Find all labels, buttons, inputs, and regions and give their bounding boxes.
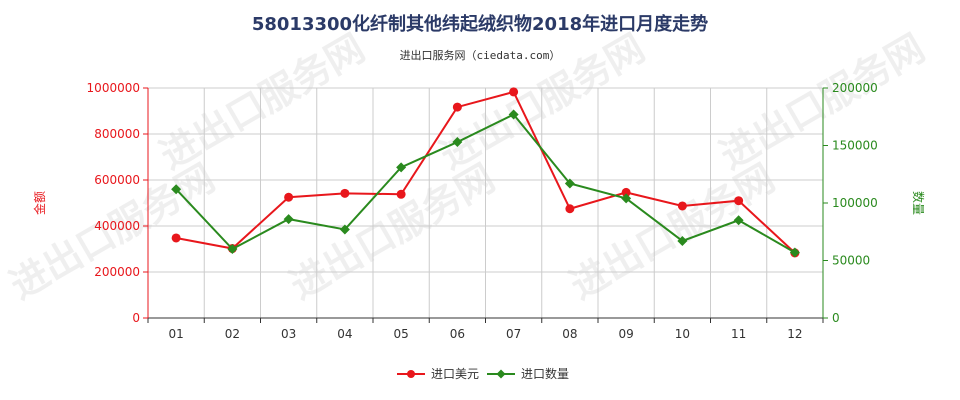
series-line-1 bbox=[175, 90, 796, 254]
legend-label-2: 进口数量 bbox=[521, 366, 569, 381]
x-tick-label: 08 bbox=[562, 327, 577, 341]
series-2-point bbox=[283, 214, 294, 225]
series-1-point bbox=[452, 102, 462, 112]
legend-marker-2 bbox=[496, 369, 506, 379]
series-2-point bbox=[508, 109, 519, 120]
x-tick-label: 01 bbox=[168, 327, 183, 341]
y-right-tick-label: 200000 bbox=[832, 81, 878, 95]
y-right-axis-label: 数量 bbox=[911, 191, 926, 215]
y-right-tick-label: 100000 bbox=[832, 196, 878, 210]
chart-subtitle: 进出口服务网（ciedata.com） bbox=[399, 49, 561, 62]
series-2-point bbox=[564, 178, 575, 189]
series-1-point bbox=[734, 196, 744, 206]
x-tick-label: 04 bbox=[337, 327, 352, 341]
watermark-text: 进出口服务网 bbox=[713, 26, 932, 178]
series-1-point bbox=[171, 233, 181, 243]
x-tick-label: 09 bbox=[618, 327, 633, 341]
y-left-tick-label: 400000 bbox=[94, 219, 140, 233]
y-left-tick-label: 0 bbox=[132, 311, 140, 325]
series-2-point bbox=[396, 162, 407, 173]
series-1-point bbox=[677, 201, 687, 211]
legend-marker-1 bbox=[407, 370, 415, 378]
x-tick-label: 03 bbox=[281, 327, 296, 341]
watermark-text: 进出口服务网 bbox=[563, 156, 782, 308]
legend-label-1: 进口美元 bbox=[431, 367, 479, 381]
series-2-point bbox=[677, 235, 688, 246]
series-2-point bbox=[621, 193, 632, 204]
series-1-point bbox=[340, 188, 350, 198]
x-tick-label: 06 bbox=[450, 327, 465, 341]
y-left-axis-label: 金额 bbox=[32, 191, 47, 215]
y-left-tick-label: 200000 bbox=[94, 265, 140, 279]
x-tick-label: 07 bbox=[506, 327, 521, 341]
series-line-2 bbox=[175, 113, 796, 254]
y-left-tick-label: 600000 bbox=[94, 173, 140, 187]
chart-title: 58013300化纤制其他纬起绒织物2018年进口月度走势 bbox=[251, 14, 709, 35]
series-2-point bbox=[733, 215, 744, 226]
y-right-tick-label: 50000 bbox=[832, 254, 870, 268]
y-right-tick-label: 150000 bbox=[832, 139, 878, 153]
x-tick-label: 12 bbox=[787, 327, 802, 341]
series-2-point bbox=[339, 224, 350, 235]
y-left-tick-label: 1000000 bbox=[87, 81, 140, 95]
series-2-point bbox=[452, 137, 463, 148]
y-right-tick-label: 0 bbox=[832, 311, 840, 325]
series-1-point bbox=[396, 189, 406, 199]
y-left-tick-label: 800000 bbox=[94, 127, 140, 141]
series-1-point bbox=[565, 204, 575, 214]
series-1-point bbox=[509, 87, 519, 97]
watermark-text: 进出口服务网 bbox=[153, 26, 372, 178]
series-2-point bbox=[227, 244, 238, 254]
x-tick-label: 10 bbox=[675, 327, 690, 341]
x-tick-label: 02 bbox=[225, 327, 240, 341]
series-2-point bbox=[789, 247, 800, 258]
series-1-point bbox=[621, 187, 631, 197]
x-tick-label: 05 bbox=[393, 327, 408, 341]
x-tick-label: 11 bbox=[731, 327, 746, 341]
series-2-point bbox=[171, 184, 182, 195]
series-1-point bbox=[284, 192, 294, 202]
